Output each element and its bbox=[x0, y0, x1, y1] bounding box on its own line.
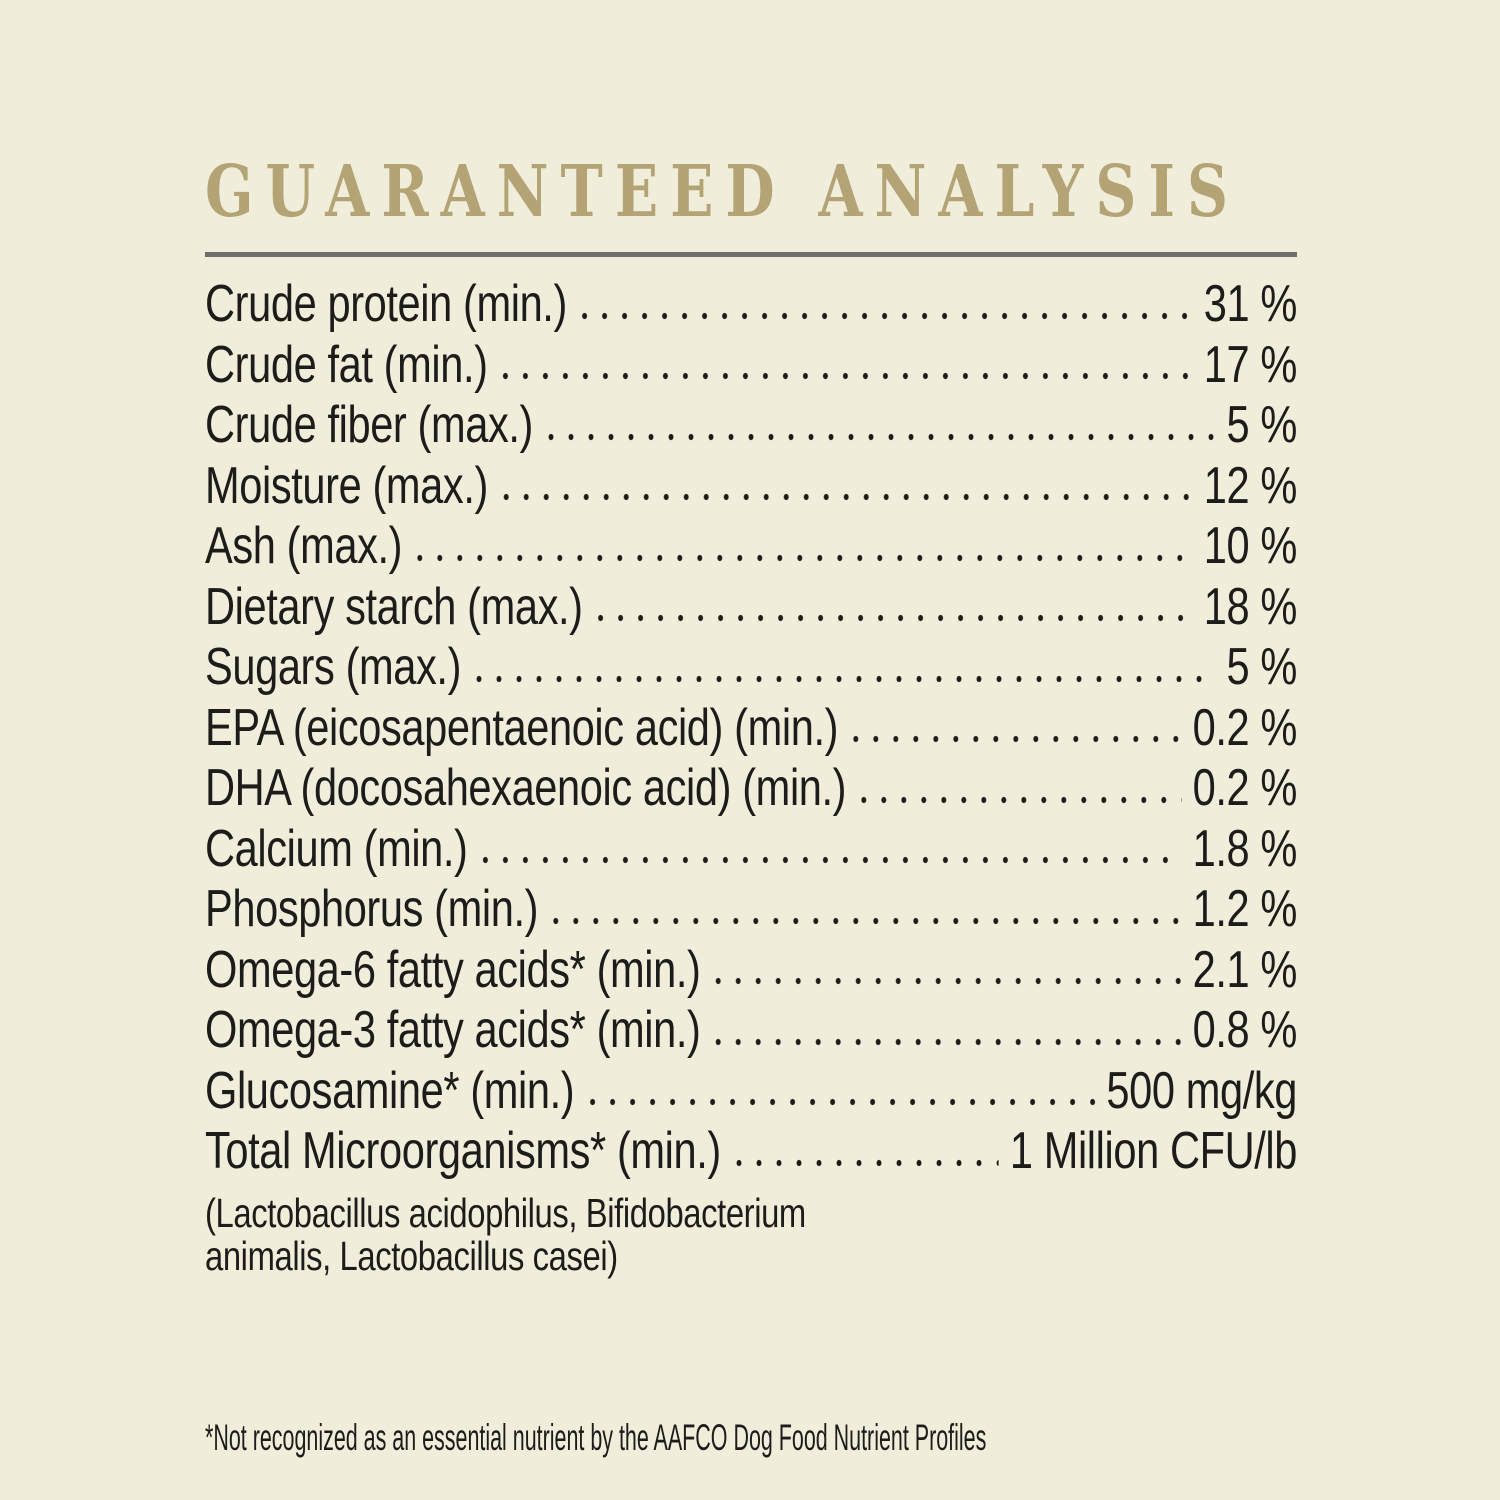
analysis-row: EPA (eicosapentaenoic acid) (min.) 0.2 % bbox=[205, 697, 1298, 758]
analysis-row: Omega-3 fatty acids* (min.) 0.8 % bbox=[205, 1000, 1297, 1061]
analysis-row: Glucosamine* (min.) 500 mg/kg bbox=[205, 1060, 1297, 1121]
nutrient-value: 500 mg/kg bbox=[1106, 1061, 1297, 1120]
nutrient-value: 0.2 % bbox=[1192, 759, 1298, 817]
nutrient-label: Total Microorganisms* (min.) bbox=[205, 1122, 721, 1180]
dot-leader bbox=[469, 637, 1216, 698]
nutrient-value: 0.2 % bbox=[1192, 698, 1298, 757]
analysis-row: DHA (docosahexaenoic acid) (min.) 0.2 % bbox=[205, 758, 1297, 819]
nutrient-value: 2.1 % bbox=[1192, 940, 1298, 999]
analysis-table: Crude protein (min.) 31 % Crude fat (min.)… bbox=[205, 274, 1297, 1182]
analysis-row: Dietary starch (max.) 18 % bbox=[205, 576, 1298, 637]
nutrient-label: Moisture (max.) bbox=[205, 456, 488, 515]
dot-leader bbox=[582, 1060, 1096, 1121]
analysis-row: Phosphorus (min.) 1.2 % bbox=[205, 879, 1297, 940]
nutrient-value: 10 % bbox=[1203, 517, 1298, 575]
nutrient-value: 18 % bbox=[1203, 577, 1298, 636]
nutrient-value: 1.2 % bbox=[1192, 880, 1298, 938]
analysis-row: Total Microorganisms* (min.) 1 Million CF… bbox=[205, 1121, 1297, 1182]
nutrient-label: Omega-3 fatty acids* (min.) bbox=[205, 1001, 701, 1059]
nutrient-label: DHA (docosahexaenoic acid) (min.) bbox=[205, 759, 847, 817]
nutrient-label: Glucosamine* (min.) bbox=[205, 1061, 575, 1120]
nutrient-value: 0.8 % bbox=[1192, 1001, 1298, 1059]
analysis-row: Crude fat (min.) 17 % bbox=[205, 334, 1298, 395]
nutrient-label: Crude fat (min.) bbox=[205, 335, 488, 394]
dot-leader bbox=[495, 455, 1193, 516]
nutrient-value: 5 % bbox=[1226, 396, 1298, 454]
nutrient-label: Crude protein (min.) bbox=[205, 275, 567, 333]
dot-leader bbox=[541, 395, 1216, 456]
section-title: GUARANTEED ANALYSIS bbox=[205, 149, 1240, 233]
nutrient-value: 1 Million CFU/lb bbox=[1009, 1122, 1298, 1180]
nutrient-label: Omega-6 fatty acids* (min.) bbox=[205, 940, 701, 999]
aafco-footnote-row: *Not recognized as an essential nutrient… bbox=[205, 1419, 1500, 1456]
nutrient-value: 17 % bbox=[1203, 335, 1298, 394]
label-content: GUARANTEED ANALYSIS Crude protein (min.)… bbox=[205, 156, 1297, 1278]
analysis-row: Crude protein (min.) 31 % bbox=[205, 274, 1297, 335]
dot-leader bbox=[546, 879, 1182, 940]
nutrient-label: Phosphorus (min.) bbox=[205, 880, 539, 938]
dot-leader bbox=[708, 939, 1182, 1000]
nutrient-label: EPA (eicosapentaenoic acid) (min.) bbox=[205, 698, 839, 757]
dot-leader bbox=[728, 1121, 999, 1182]
title-divider bbox=[205, 252, 1297, 257]
nutrient-label: Calcium (min.) bbox=[205, 819, 468, 878]
nutrient-label: Crude fiber (max.) bbox=[205, 396, 533, 454]
analysis-row: Crude fiber (max.) 5 % bbox=[205, 395, 1297, 456]
nutrient-value: 5 % bbox=[1226, 638, 1298, 696]
microorganisms-note: (Lactobacillus acidophilus, Bifidobacter… bbox=[205, 1189, 806, 1279]
dot-leader bbox=[854, 758, 1182, 819]
aafco-footnote: *Not recognized as an essential nutrient… bbox=[205, 1417, 987, 1458]
nutrient-value: 1.8 % bbox=[1192, 819, 1298, 878]
dot-leader bbox=[574, 274, 1193, 335]
dot-leader bbox=[846, 697, 1182, 758]
analysis-row: Moisture (max.) 12 % bbox=[205, 455, 1298, 516]
dot-leader bbox=[495, 334, 1193, 395]
analysis-row: Sugars (max.) 5 % bbox=[205, 637, 1297, 698]
dot-leader bbox=[590, 576, 1193, 637]
analysis-row: Ash (max.) 10 % bbox=[205, 516, 1297, 577]
dot-leader bbox=[708, 1000, 1182, 1061]
nutrient-label: Sugars (max.) bbox=[205, 638, 462, 696]
analysis-row: Calcium (min.) 1.8 % bbox=[205, 818, 1298, 879]
nutrient-value: 31 % bbox=[1203, 275, 1298, 333]
nutrient-label: Dietary starch (max.) bbox=[205, 577, 583, 636]
analysis-row: Omega-6 fatty acids* (min.) 2.1 % bbox=[205, 939, 1298, 1000]
nutrient-value: 12 % bbox=[1203, 456, 1298, 515]
dot-leader bbox=[410, 516, 1193, 577]
dot-leader bbox=[475, 818, 1182, 879]
nutrient-label: Ash (max.) bbox=[205, 517, 403, 575]
